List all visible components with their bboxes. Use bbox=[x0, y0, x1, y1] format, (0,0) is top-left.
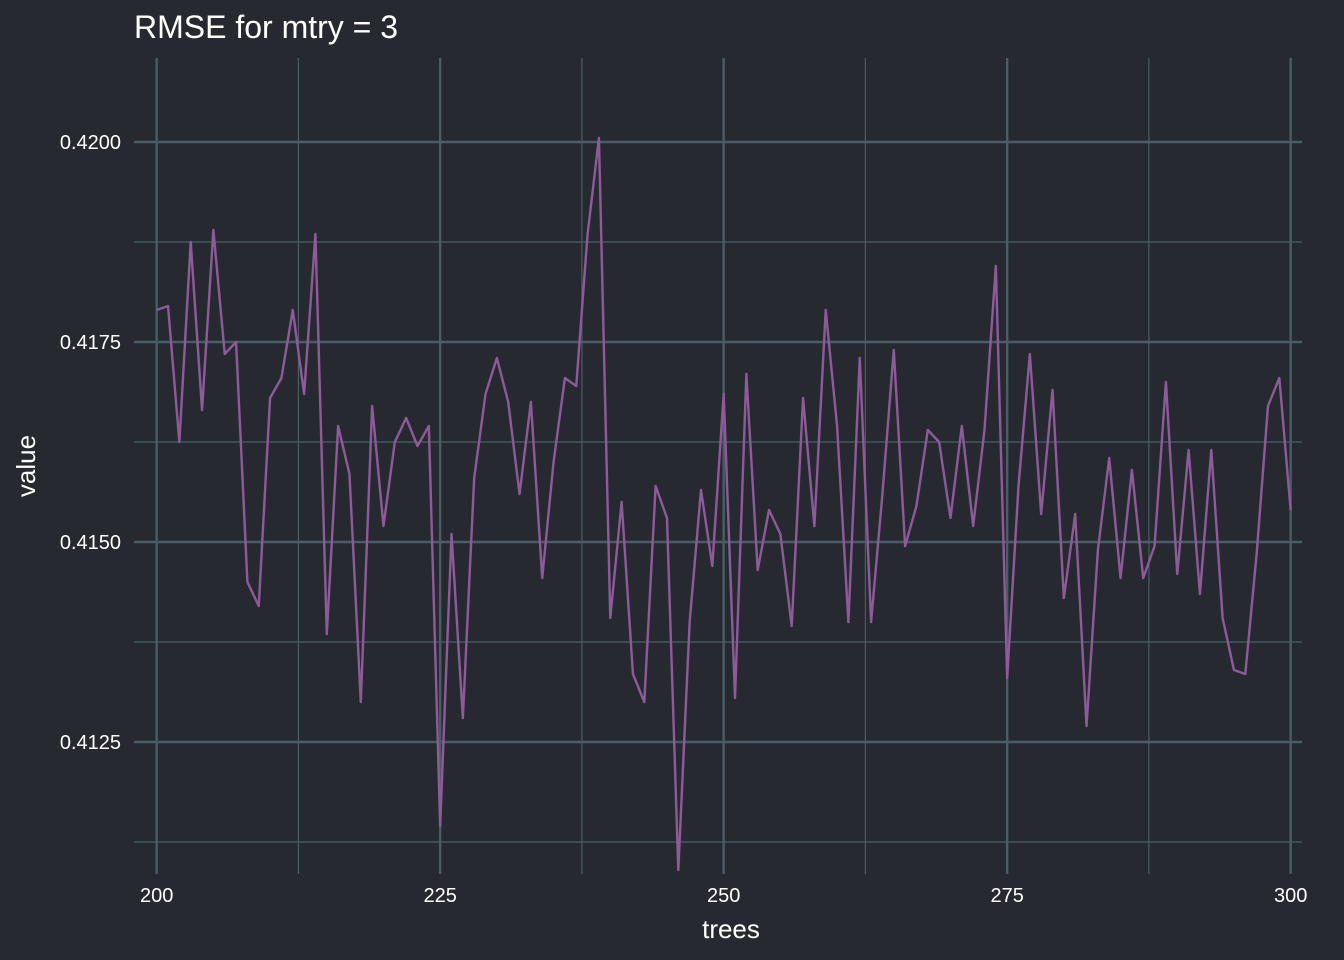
x-tick-labels: 200 225 250 275 300 bbox=[140, 885, 1307, 907]
y-tick-label: 0.4150 bbox=[60, 532, 121, 554]
x-axis-title: trees bbox=[702, 914, 760, 944]
chart-title: RMSE for mtry = 3 bbox=[134, 9, 398, 45]
x-tick-label: 225 bbox=[423, 885, 456, 907]
series-layer bbox=[156, 136, 1292, 872]
x-tick-label: 275 bbox=[990, 885, 1023, 907]
x-tick-label: 200 bbox=[140, 885, 173, 907]
series-line-0 bbox=[156, 136, 1292, 872]
x-tick-label: 300 bbox=[1274, 885, 1307, 907]
y-tick-label: 0.4200 bbox=[60, 132, 121, 154]
y-tick-label: 0.4125 bbox=[60, 732, 121, 754]
x-tick-label: 250 bbox=[707, 885, 740, 907]
y-axis-title: value bbox=[11, 435, 41, 497]
y-tick-labels: 0.4125 0.4150 0.4175 0.4200 bbox=[60, 132, 121, 754]
major-gridlines bbox=[134, 58, 1302, 874]
y-tick-label: 0.4175 bbox=[60, 332, 121, 354]
minor-gridlines bbox=[134, 58, 1302, 874]
